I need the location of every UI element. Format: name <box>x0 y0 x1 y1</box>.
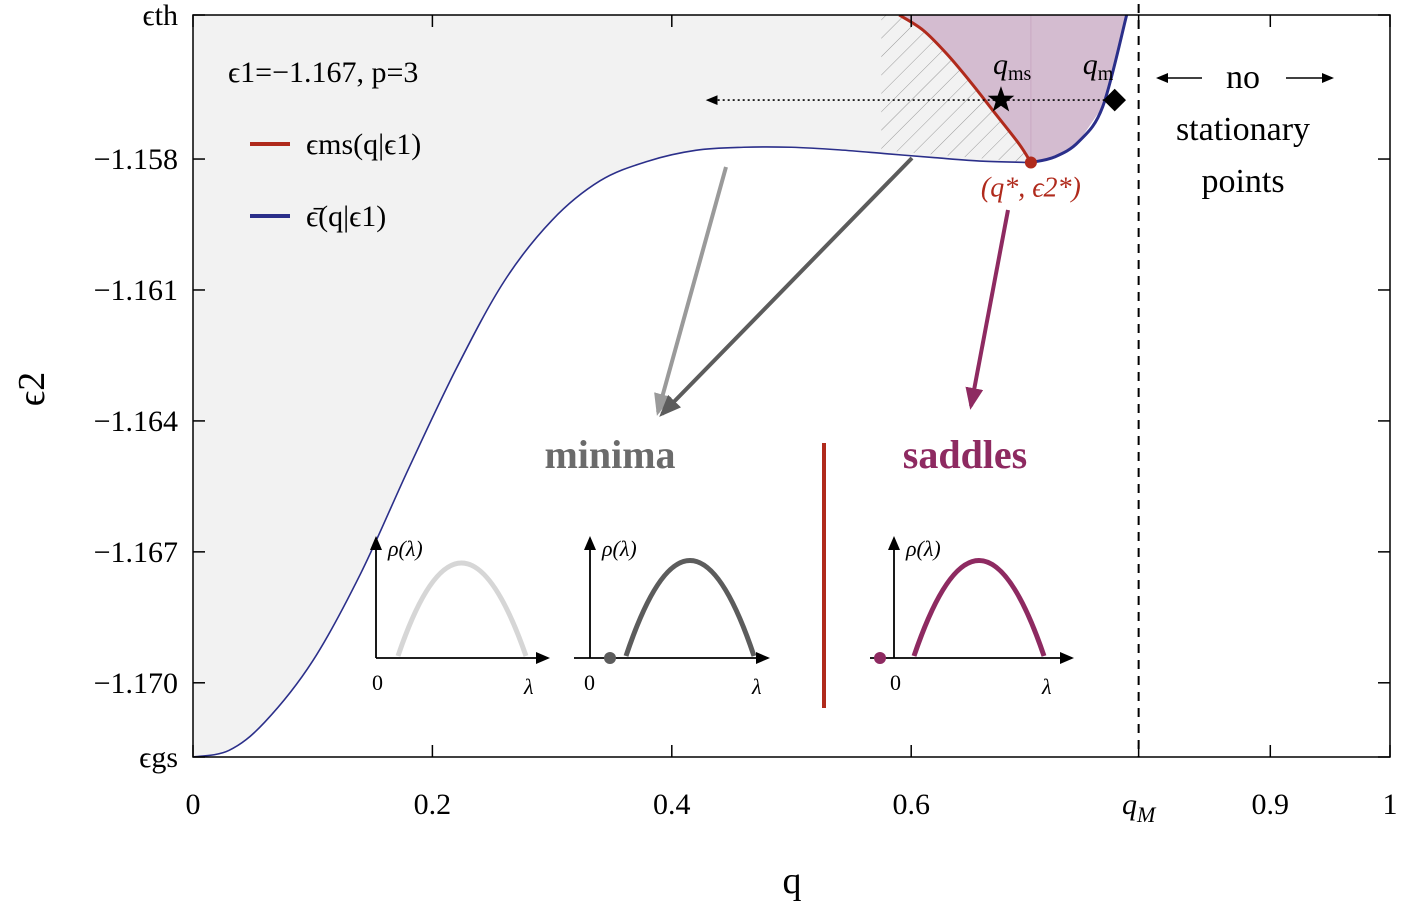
x-tick-label: 1 <box>1383 788 1398 821</box>
inset-saddles: ρ(λ) 0 λ <box>870 536 1074 699</box>
y-tick-label: −1.161 <box>94 274 178 307</box>
arrow-to-saddles <box>965 209 1010 410</box>
y-tick-label: −1.167 <box>94 536 178 569</box>
series-line-ems <box>898 15 1033 164</box>
inset-zero-label: 0 <box>584 670 595 695</box>
x-tick-label: 0.4 <box>653 788 691 821</box>
no-stationary-line-2: stationary <box>1176 111 1310 148</box>
y-tick-label: ϵgs <box>139 741 178 774</box>
hatched-region <box>881 15 1031 163</box>
no-stationary-line-1: no <box>1226 59 1260 96</box>
inset-rho-label: ρ(λ) <box>601 536 637 561</box>
y-tick-label: −1.170 <box>94 667 178 700</box>
y-axis-title: ϵ2 <box>11 372 53 406</box>
inset-isolated-eigenvalue <box>874 652 886 664</box>
x-tick-label: 0 <box>186 788 201 821</box>
qstar-dot-marker <box>1024 156 1037 169</box>
inset-lambda-label: λ <box>751 674 762 699</box>
saddles-label: saddles <box>903 432 1028 477</box>
x-axis-title: q <box>783 860 802 902</box>
inset-lambda-label: λ <box>1041 674 1052 699</box>
minima-label: minima <box>544 432 675 477</box>
y-tick-label: ϵth <box>143 0 178 32</box>
series-line-ebar <box>193 146 1031 757</box>
x-tick-label: qM <box>1122 788 1157 827</box>
qms-star-marker <box>987 86 1015 112</box>
y-axis-title-text: ϵ2 <box>11 372 53 406</box>
inset-zero-label: 0 <box>372 670 383 695</box>
qstar-label: (q*, ϵ2*) <box>981 173 1081 204</box>
plot-regions <box>193 15 1127 757</box>
x-tick-label: 0.6 <box>892 788 930 821</box>
purple-region <box>899 15 1127 163</box>
legend: ϵms(q|ϵ1) ϵ̄(q|ϵ1) <box>250 128 421 233</box>
plot-frame <box>192 14 1391 758</box>
inset-curve <box>911 558 1047 657</box>
legend-label-ems: ϵms(q|ϵ1) <box>306 128 421 161</box>
gray-region <box>193 15 1031 757</box>
params-annotation: ϵ1=−1.167, p=3 <box>228 56 418 89</box>
x-tick-label: 0.2 <box>414 788 452 821</box>
no-stationary-line-3: points <box>1201 163 1284 200</box>
arrow-to-minima-light <box>654 166 728 416</box>
inset-curve <box>395 560 529 657</box>
inset-zero-label: 0 <box>890 670 901 695</box>
inset-lambda-label: λ <box>523 674 534 699</box>
no-stationary-annotation: no stationary points <box>1156 59 1334 200</box>
inset-minima-dark: ρ(λ) 0 λ <box>574 536 770 699</box>
legend-label-ebar: ϵ̄(q|ϵ1) <box>306 200 386 233</box>
y-axis-ticks: ϵth −1.158 −1.161 −1.164 −1.167 −1.170 ϵgs <box>94 0 1390 774</box>
x-tick-label: 0.9 <box>1252 788 1290 821</box>
inset-minima-light: ρ(λ) 0 λ <box>370 536 550 699</box>
series-line-ebar-right <box>1030 15 1129 164</box>
y-tick-label: −1.164 <box>94 405 178 438</box>
arrow-to-minima-dark <box>659 156 914 417</box>
y-tick-label: −1.158 <box>94 143 178 176</box>
inset-rho-label: ρ(λ) <box>905 536 941 561</box>
inset-curve <box>623 558 757 657</box>
qm-diamond-marker <box>1103 88 1127 112</box>
inset-rho-label: ρ(λ) <box>387 536 423 561</box>
inset-isolated-eigenvalue <box>604 652 616 664</box>
